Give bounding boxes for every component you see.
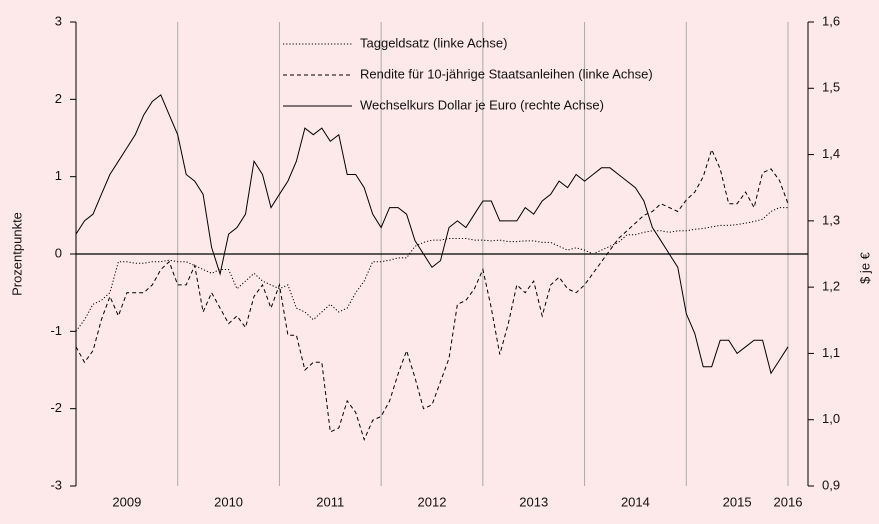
x-tick-label: 2012 bbox=[418, 494, 447, 509]
legend-label: Wechselkurs Dollar je Euro (rechte Achse… bbox=[360, 97, 604, 112]
y-tick-label: 0 bbox=[55, 245, 62, 260]
y2-tick-label: 1,0 bbox=[822, 411, 840, 426]
series-line bbox=[75, 94, 789, 375]
series-line bbox=[75, 207, 788, 332]
y2-tick-label: 1,6 bbox=[822, 13, 840, 28]
y2-tick-label: 1,3 bbox=[822, 212, 840, 227]
y-tick-label: -3 bbox=[50, 477, 62, 492]
y-tick-label: -1 bbox=[50, 323, 62, 338]
y2-tick-label: 1,1 bbox=[822, 345, 840, 360]
x-tick-label: 2010 bbox=[214, 494, 243, 509]
x-tick-label: 2009 bbox=[112, 494, 141, 509]
x-tick-label: 2015 bbox=[723, 494, 752, 509]
y2-tick-label: 0,9 bbox=[822, 477, 840, 492]
y-tick-label: -2 bbox=[50, 400, 62, 415]
y2-tick-label: 1,5 bbox=[822, 80, 840, 95]
y-axis-label: Prozentpunkte bbox=[9, 212, 24, 296]
y-tick-label: 3 bbox=[55, 13, 62, 28]
y2-tick-label: 1,4 bbox=[822, 146, 840, 161]
series-line bbox=[75, 148, 789, 442]
y-tick-label: 1 bbox=[55, 168, 62, 183]
y2-tick-label: 1,2 bbox=[822, 279, 840, 294]
x-tick-label: 2013 bbox=[519, 494, 548, 509]
y-tick-label: 2 bbox=[55, 91, 62, 106]
x-tick-label: 2016 bbox=[774, 494, 803, 509]
legend-label: Rendite für 10-jährige Staatsanleihen (l… bbox=[360, 66, 653, 81]
x-tick-label: 2014 bbox=[621, 494, 650, 509]
y2-axis-label: $ je € bbox=[857, 251, 872, 284]
x-tick-label: 2011 bbox=[316, 494, 344, 509]
legend-label: Taggeldsatz (linke Achse) bbox=[360, 35, 507, 50]
